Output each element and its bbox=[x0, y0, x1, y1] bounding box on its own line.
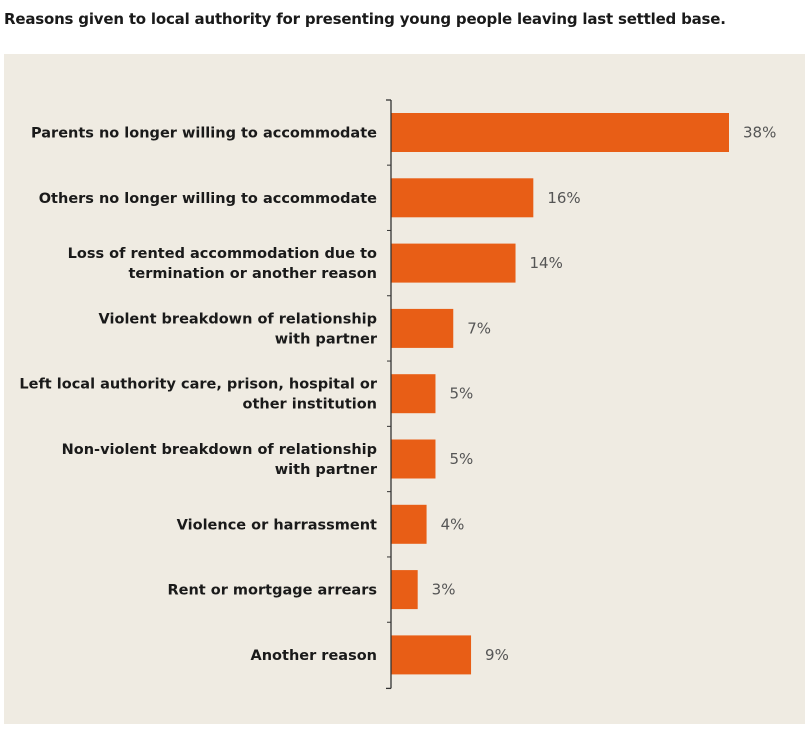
category-label-5-line-1: Left local authority care, prison, hospi… bbox=[19, 377, 377, 393]
bar-2 bbox=[391, 178, 534, 218]
category-label-6-line-1: Non-violent breakdown of relationship bbox=[62, 442, 377, 458]
value-label-1: 38% bbox=[743, 124, 776, 142]
category-label-9: Another reason bbox=[251, 648, 377, 664]
bar-7 bbox=[391, 504, 427, 544]
chart-panel: 38% Parents no longer willing to accommod… bbox=[4, 54, 805, 724]
bar-5 bbox=[391, 374, 436, 414]
category-label-2: Others no longer willing to accommodate bbox=[39, 191, 377, 207]
category-label-8: Rent or mortgage arrears bbox=[167, 583, 377, 599]
bar-8 bbox=[391, 570, 418, 610]
value-label-9: 9% bbox=[485, 646, 509, 664]
bar-9 bbox=[391, 635, 472, 675]
category-label-4-line-1: Violent breakdown of relationship bbox=[99, 311, 377, 327]
value-label-5: 5% bbox=[449, 385, 473, 403]
page-title: Reasons given to local authority for pre… bbox=[4, 10, 726, 28]
category-label-3-line-2: termination or another reason bbox=[128, 266, 377, 282]
value-label-8: 3% bbox=[432, 581, 456, 599]
category-label-6-line-2: with partner bbox=[275, 462, 378, 478]
category-label-3-line-1: Loss of rented accommodation due to bbox=[68, 246, 377, 262]
category-label-7: Violence or harrassment bbox=[177, 517, 377, 533]
bar-1 bbox=[391, 113, 729, 152]
value-label-6: 5% bbox=[449, 450, 473, 468]
value-label-4: 7% bbox=[467, 319, 491, 337]
value-label-3: 14% bbox=[530, 254, 563, 272]
value-label-2: 16% bbox=[547, 189, 580, 207]
category-label-4-line-2: with partner bbox=[275, 331, 378, 347]
bar-chart: 38% Parents no longer willing to accommod… bbox=[19, 99, 776, 690]
bar-3 bbox=[391, 243, 516, 283]
category-label-5-line-2: other institution bbox=[242, 397, 377, 413]
category-label-1: Parents no longer willing to accommodate bbox=[31, 126, 377, 142]
bar-6 bbox=[391, 439, 436, 479]
value-label-7: 4% bbox=[441, 515, 465, 533]
bar-4 bbox=[391, 308, 454, 348]
